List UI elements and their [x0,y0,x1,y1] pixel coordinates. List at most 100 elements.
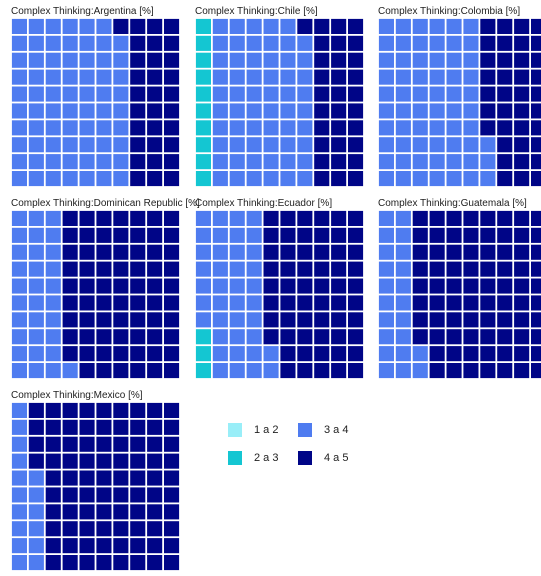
waffle-cell [96,436,112,452]
waffle-cell [531,244,541,260]
waffle-cell [348,210,364,226]
waffle-cell [130,52,146,68]
waffle-cell [395,137,411,153]
waffle-cell [45,35,61,51]
waffle-cell [446,86,462,102]
waffle-cell [195,261,211,277]
waffle-cell [28,363,44,379]
waffle-cell [28,346,44,362]
waffle-cell [314,69,330,85]
waffle-cell [130,227,146,243]
waffle-cell [531,120,541,136]
waffle-cell [395,69,411,85]
waffle-cell [497,171,513,187]
waffle-cell [280,244,296,260]
waffle-cell [331,120,347,136]
waffle-cell [147,312,163,328]
waffle-cell [395,261,411,277]
waffle-cell [79,103,95,119]
waffle-cell [45,363,61,379]
waffle-cell [96,312,112,328]
legend-label-2-a-3: 2 a 3 [254,452,279,464]
waffle-grid [11,402,180,571]
waffle-cell [463,329,479,345]
waffle-cell [314,346,330,362]
waffle-cell [45,171,61,187]
waffle-cell [130,103,146,119]
waffle-cell [229,244,245,260]
waffle-cell [314,18,330,34]
waffle-cell [297,363,313,379]
waffle-cell [429,137,445,153]
waffle-cell [280,171,296,187]
waffle-cell [412,363,428,379]
waffle-cell [395,120,411,136]
waffle-cell [212,312,228,328]
waffle-cell [429,18,445,34]
waffle-cell [429,69,445,85]
waffle-cell [246,120,262,136]
waffle-cell [531,278,541,294]
waffle-cell [45,419,61,435]
waffle-cell [212,346,228,362]
waffle-cell [79,470,95,486]
waffle-cell [331,244,347,260]
waffle-cell [96,261,112,277]
waffle-cell [531,103,541,119]
waffle-cell [480,86,496,102]
waffle-cell [412,86,428,102]
waffle-cell [212,137,228,153]
waffle-cell [28,52,44,68]
waffle-cell [263,86,279,102]
waffle-cell [246,227,262,243]
waffle-cell [412,227,428,243]
waffle-cell [263,363,279,379]
waffle-cell [164,120,180,136]
waffle-cell [446,103,462,119]
waffle-cell [280,120,296,136]
waffle-cell [446,210,462,226]
waffle-cell [147,35,163,51]
waffle-cell [11,363,27,379]
waffle-cell [246,171,262,187]
waffle-cell [113,504,129,520]
waffle-cell [147,244,163,260]
waffle-cell [11,312,27,328]
waffle-cell [96,35,112,51]
waffle-cell [395,312,411,328]
waffle-cell [263,346,279,362]
waffle-cell [11,210,27,226]
waffle-cell [348,295,364,311]
waffle-cell [96,120,112,136]
waffle-cell [45,521,61,537]
waffle-cell [348,346,364,362]
waffle-cell [212,52,228,68]
waffle-cell [62,346,78,362]
waffle-cell [28,538,44,554]
waffle-cell [331,278,347,294]
waffle-cell [147,329,163,345]
waffle-cell [147,538,163,554]
waffle-cell [212,120,228,136]
waffle-cell [113,402,129,418]
waffle-cell [96,470,112,486]
waffle-cell [378,171,394,187]
waffle-cell [446,346,462,362]
waffle-cell [96,402,112,418]
waffle-cell [79,521,95,537]
waffle-cell [246,295,262,311]
waffle-cell [297,52,313,68]
waffle-cell [531,35,541,51]
waffle-cell [395,86,411,102]
waffle-cell [280,278,296,294]
waffle-grid [11,18,180,187]
waffle-cell [412,210,428,226]
waffle-cell [463,363,479,379]
waffle-cell [480,154,496,170]
waffle-cell [263,210,279,226]
waffle-cell [412,171,428,187]
waffle-cell [62,538,78,554]
waffle-cell [96,137,112,153]
waffle-cell [378,86,394,102]
